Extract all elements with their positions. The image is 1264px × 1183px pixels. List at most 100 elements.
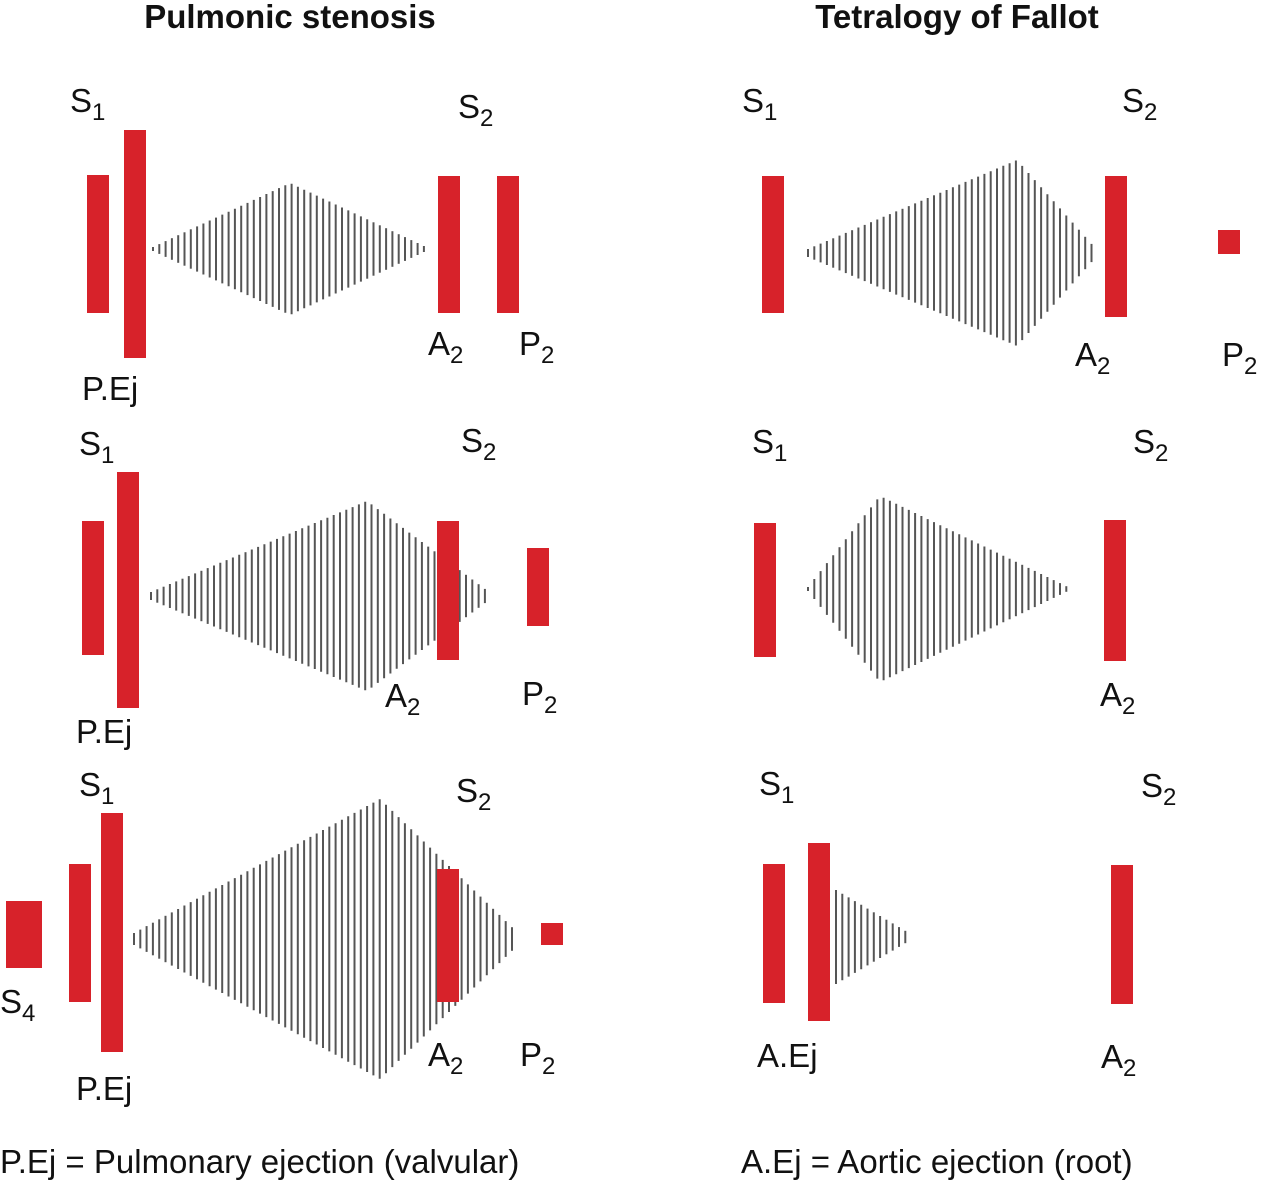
label-subscript: 2 <box>407 694 420 721</box>
label-text: P.Ej <box>82 370 138 407</box>
label-subscript: 1 <box>101 442 114 469</box>
label-p2: P2 <box>1222 336 1257 380</box>
label-s1: S1 <box>70 82 105 126</box>
label-text: A <box>428 1036 450 1073</box>
label-a2: A2 <box>428 325 463 369</box>
label-subscript: 2 <box>450 1053 463 1080</box>
label-subscript: 2 <box>1244 353 1257 380</box>
s1-sound <box>762 176 784 313</box>
label-text: P <box>519 325 541 362</box>
label-s1: S1 <box>742 82 777 126</box>
s1-sound <box>763 864 785 1003</box>
label-subscript: 2 <box>1097 353 1110 380</box>
systolic-murmur <box>807 160 1093 346</box>
label-text: S <box>1133 423 1155 460</box>
label-text: S <box>1122 82 1144 119</box>
aortic-ejection-sound <box>808 843 830 1021</box>
label-subscript: 2 <box>1163 784 1176 811</box>
label-subscript: 2 <box>1122 693 1135 720</box>
label-text: S <box>759 765 781 802</box>
label-text: S <box>79 766 101 803</box>
label-p-ej: P.Ej <box>76 1070 132 1107</box>
label-text: S <box>752 423 774 460</box>
a2-sound <box>438 176 460 313</box>
label-text: P <box>520 1036 542 1073</box>
label-a-ej: A.Ej <box>757 1037 818 1074</box>
label-s2: S2 <box>456 772 491 816</box>
label-s4: S4 <box>0 983 35 1027</box>
label-text: S <box>456 772 478 809</box>
label-p-ej: P.Ej <box>82 370 138 407</box>
label-text: P.Ej <box>76 1070 132 1107</box>
label-text: S <box>461 422 483 459</box>
label-text: P <box>522 675 544 712</box>
systolic-murmur <box>835 890 907 984</box>
label-p2: P2 <box>520 1036 555 1080</box>
label-text: A <box>1075 336 1097 373</box>
label-subscript: 2 <box>480 105 493 132</box>
p2-sound <box>527 548 549 626</box>
label-subscript: 1 <box>92 99 105 126</box>
label-p2: P2 <box>522 675 557 719</box>
label-a2: A2 <box>1075 336 1110 380</box>
label-s1: S1 <box>79 425 114 469</box>
label-text: S <box>1141 767 1163 804</box>
label-text: A <box>428 325 450 362</box>
label-subscript: 4 <box>22 1000 35 1027</box>
label-text: S <box>79 425 101 462</box>
label-subscript: 2 <box>544 692 557 719</box>
label-text: P <box>1222 336 1244 373</box>
p2-sound <box>541 923 563 945</box>
footnote-pulmonary-ejection: P.Ej = Pulmonary ejection (valvular) <box>0 1143 519 1180</box>
label-subscript: 2 <box>450 342 463 369</box>
label-subscript: 2 <box>541 342 554 369</box>
s1-sound <box>69 864 91 1002</box>
label-a2: A2 <box>1101 1038 1136 1082</box>
label-text: S <box>0 983 22 1020</box>
a2-sound <box>1104 520 1126 661</box>
footnote-aortic-ejection: A.Ej = Aortic ejection (root) <box>741 1143 1133 1180</box>
sound-shapes <box>6 130 1240 1079</box>
label-text: A.Ej <box>757 1037 818 1074</box>
label-text: A <box>385 677 407 714</box>
label-subscript: 1 <box>781 782 794 809</box>
title-tetralogy-of-fallot: Tetralogy of Fallot <box>815 0 1099 35</box>
label-s2: S2 <box>461 422 496 466</box>
label-s2: S2 <box>1133 423 1168 467</box>
label-a2: A2 <box>1100 676 1135 720</box>
label-subscript: 2 <box>483 439 496 466</box>
label-s1: S1 <box>752 423 787 467</box>
label-p-ej: P.Ej <box>76 713 132 750</box>
label-subscript: 2 <box>542 1053 555 1080</box>
label-text: S <box>742 82 764 119</box>
a2-sound <box>1111 865 1133 1004</box>
label-text: S <box>70 82 92 119</box>
label-s2: S2 <box>1122 82 1157 126</box>
a2-sound <box>437 869 459 1002</box>
label-subscript: 2 <box>478 789 491 816</box>
label-subscript: 1 <box>101 783 114 810</box>
s4-sound <box>6 901 42 968</box>
label-a2: A2 <box>385 677 420 721</box>
label-text: P.Ej <box>76 713 132 750</box>
systolic-murmur <box>152 183 425 315</box>
label-subscript: 1 <box>774 440 787 467</box>
pulmonary-ejection-sound <box>101 813 123 1052</box>
label-s1: S1 <box>79 766 114 810</box>
a2-sound <box>1105 176 1127 317</box>
label-s2: S2 <box>1141 767 1176 811</box>
label-subscript: 1 <box>764 99 777 126</box>
systolic-murmur <box>807 497 1068 681</box>
a2-sound <box>437 521 459 660</box>
label-text: S <box>458 88 480 125</box>
label-a2: A2 <box>428 1036 463 1080</box>
pulmonary-ejection-sound <box>117 472 139 708</box>
systolic-murmur <box>150 501 486 691</box>
label-s1: S1 <box>759 765 794 809</box>
label-p2: P2 <box>519 325 554 369</box>
s1-sound <box>754 523 776 657</box>
label-subscript: 2 <box>1123 1055 1136 1082</box>
label-s2: S2 <box>458 88 493 132</box>
